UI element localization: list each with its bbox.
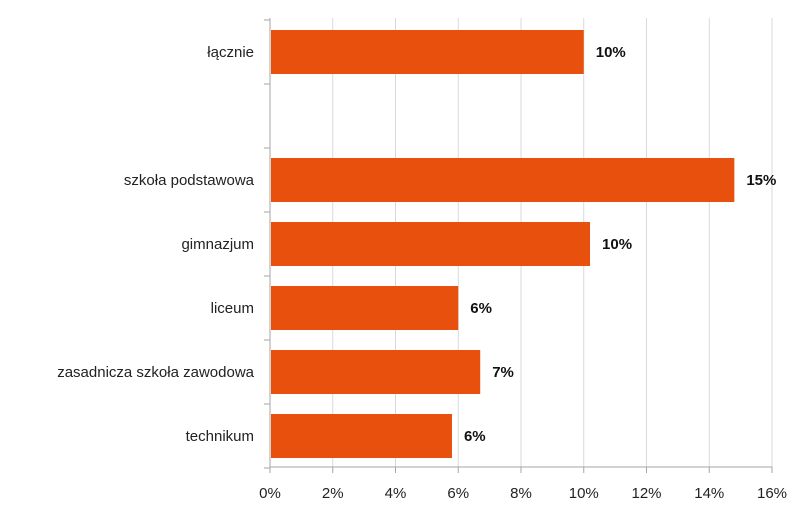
x-tick-label-6: 12%	[631, 485, 661, 502]
x-tick-label-7: 14%	[694, 485, 724, 502]
bar-0	[271, 30, 584, 74]
x-tick-label-4: 8%	[510, 485, 532, 502]
x-tick-label-2: 4%	[385, 485, 407, 502]
category-label-0: łącznie	[207, 44, 254, 61]
value-label-0: 10%	[596, 44, 626, 61]
bar-6	[271, 414, 452, 458]
category-label-2: szkoła podstawowa	[124, 172, 255, 189]
value-label-4: 6%	[470, 300, 492, 317]
category-label-6: technikum	[186, 428, 254, 445]
category-label-4: liceum	[211, 300, 254, 317]
category-label-3: gimnazjum	[181, 236, 254, 253]
x-tick-label-3: 6%	[447, 485, 469, 502]
bars	[271, 30, 735, 458]
value-label-6: 6%	[464, 428, 486, 445]
x-tick-label-1: 2%	[322, 485, 344, 502]
x-tick-label-8: 16%	[757, 485, 787, 502]
bar-5	[271, 350, 481, 394]
bar-2	[271, 158, 735, 202]
x-tick-label-0: 0%	[259, 485, 281, 502]
bar-3	[271, 222, 591, 266]
value-label-2: 15%	[746, 172, 776, 189]
axes	[264, 18, 773, 473]
value-label-5: 7%	[492, 364, 514, 381]
category-label-5: zasadnicza szkoła zawodowa	[57, 364, 254, 381]
value-label-3: 10%	[602, 236, 632, 253]
x-tick-label-5: 10%	[569, 485, 599, 502]
bar-4	[271, 286, 459, 330]
labels: 0% 2% 4% 6% 8% 10% 12% 14% 16% łącznie 10% szkoła p…	[57, 44, 787, 502]
